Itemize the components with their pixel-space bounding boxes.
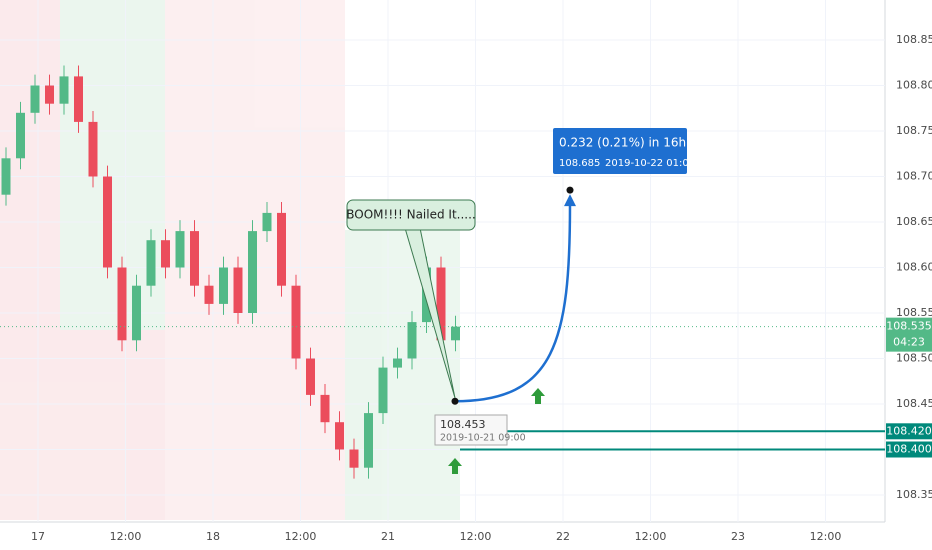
candle-body (117, 267, 127, 341)
candle-body (45, 85, 54, 104)
y-tick-label: 108.650 (896, 215, 932, 228)
candle-body (248, 231, 257, 313)
candle-body (16, 112, 25, 159)
candle-body (320, 394, 330, 423)
y-tick-label: 108.450 (896, 397, 932, 410)
measure-start (451, 397, 459, 405)
x-tick-label: 12:00 (635, 530, 667, 543)
candle-body (74, 76, 83, 122)
level-label-box (886, 441, 932, 458)
up-arrow-icon (531, 388, 545, 404)
candle-body (349, 449, 359, 468)
candle-body (378, 367, 388, 414)
candle-body (146, 240, 156, 286)
y-tick-label: 108.600 (896, 261, 932, 274)
candle-body (204, 285, 214, 304)
measure-box (553, 128, 687, 174)
countdown-label: 04:23 (893, 336, 925, 349)
candle-body (306, 358, 315, 395)
candle-body (219, 267, 228, 304)
candle-body (262, 212, 272, 232)
candle-body (291, 285, 301, 359)
measure-summary: 0.232 (0.21%) in 16h (559, 136, 686, 150)
x-tick-label: 12:00 (460, 530, 492, 543)
measure-arrowhead (564, 194, 576, 207)
candle-body (407, 322, 417, 359)
x-tick-label: 12:00 (285, 530, 317, 543)
last-price-label: 108.535 (886, 320, 932, 333)
x-tick-label: 12:00 (110, 530, 142, 543)
start-box (434, 414, 508, 446)
candle-body (30, 85, 40, 113)
candle-body (161, 240, 170, 268)
x-tick-label: 12:00 (810, 530, 842, 543)
candle-body (436, 267, 446, 341)
candle-body (190, 231, 199, 286)
y-tick-label: 108.850 (896, 33, 932, 46)
measure-end-time: 2019-10-22 01:00 (605, 158, 695, 169)
candle-body (175, 231, 185, 268)
candle-body (451, 326, 460, 341)
candle-body (103, 176, 112, 268)
x-tick-label: 18 (206, 530, 220, 543)
candle-body (88, 121, 98, 177)
x-tick-label: 21 (381, 530, 395, 543)
level-label: 108.400 (886, 443, 932, 456)
y-tick-label: 108.500 (896, 352, 932, 365)
candle-body (59, 76, 69, 104)
x-tick-label: 22 (556, 530, 570, 543)
candle-body (132, 285, 141, 341)
measure-end-price: 108.685 (559, 158, 600, 169)
candle-body (233, 267, 243, 313)
y-tick-label: 108.550 (896, 306, 932, 319)
level-label: 108.420 (886, 424, 932, 437)
x-tick-label: 23 (731, 530, 745, 543)
candle-body (393, 358, 402, 368)
indicator-shading (0, 0, 460, 520)
y-tick-label: 108.350 (896, 488, 932, 501)
y-tick-label: 108.800 (896, 79, 932, 92)
y-tick-label: 108.700 (896, 170, 932, 183)
candle-body (335, 422, 344, 450)
start-price: 108.453 (440, 418, 486, 431)
candle-body (364, 413, 373, 468)
candle-body (277, 212, 286, 286)
callout-box (346, 199, 476, 231)
start-time: 2019-10-21 09:00 (440, 433, 526, 444)
y-tick-label: 108.750 (896, 124, 932, 137)
x-tick-label: 17 (31, 530, 45, 543)
measure-end (566, 186, 574, 194)
up-arrow-icon (448, 458, 462, 474)
level-label-box (886, 423, 932, 440)
callout-text: BOOM!!!! Nailed It..... (346, 208, 475, 222)
candle-body (1, 158, 11, 195)
last-price-box (886, 317, 932, 352)
measure-curve (454, 204, 572, 403)
